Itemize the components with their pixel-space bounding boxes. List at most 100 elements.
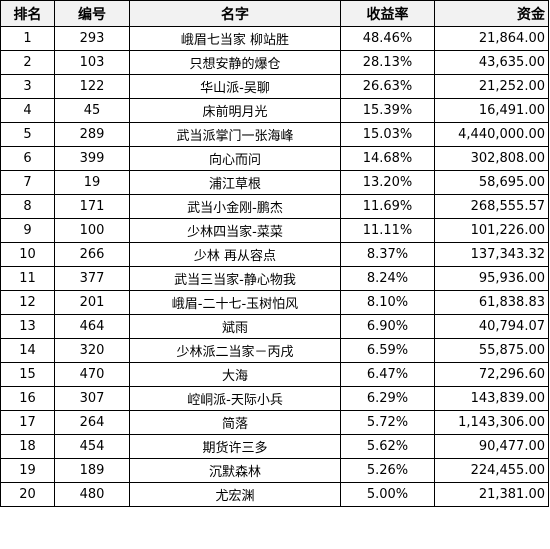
cell-fund: 16,491.00 — [434, 98, 549, 123]
table-row: 4 45 床前明月光 15.39% 16,491.00 — [0, 98, 549, 123]
cell-rank: 7 — [0, 170, 55, 195]
cell-rate: 5.00% — [340, 482, 435, 507]
table-row: 15 470 大海 6.47% 72,296.60 — [0, 362, 549, 387]
cell-rank: 9 — [0, 218, 55, 243]
cell-name: 武当小金刚-鹏杰 — [129, 194, 341, 219]
cell-rank: 13 — [0, 314, 55, 339]
cell-code: 266 — [54, 242, 130, 267]
cell-fund: 72,296.60 — [434, 362, 549, 387]
cell-name: 少林四当家-菜菜 — [129, 218, 341, 243]
header-rate: 收益率 — [340, 0, 435, 27]
cell-rate: 8.10% — [340, 290, 435, 315]
cell-code: 201 — [54, 290, 130, 315]
cell-rate: 11.11% — [340, 218, 435, 243]
cell-rate: 5.62% — [340, 434, 435, 459]
table-row: 2 103 只想安静的爆仓 28.13% 43,635.00 — [0, 50, 549, 75]
cell-name: 峨眉-二十七-玉树怕风 — [129, 290, 341, 315]
cell-fund: 21,381.00 — [434, 482, 549, 507]
cell-code: 307 — [54, 386, 130, 411]
cell-name: 崆峒派-天际小兵 — [129, 386, 341, 411]
cell-code: 289 — [54, 122, 130, 147]
cell-rate: 6.29% — [340, 386, 435, 411]
cell-code: 320 — [54, 338, 130, 363]
cell-fund: 4,440,000.00 — [434, 122, 549, 147]
ranking-table: 排名 编号 名字 收益率 资金 1 293 峨眉七当家 柳站胜 48.46% 21,86… — [0, 0, 549, 507]
header-fund: 资金 — [434, 0, 549, 27]
cell-rank: 2 — [0, 50, 55, 75]
cell-name: 峨眉七当家 柳站胜 — [129, 26, 341, 51]
cell-rank: 10 — [0, 242, 55, 267]
cell-fund: 95,936.00 — [434, 266, 549, 291]
cell-rank: 11 — [0, 266, 55, 291]
cell-fund: 55,875.00 — [434, 338, 549, 363]
cell-fund: 58,695.00 — [434, 170, 549, 195]
table-row: 7 19 浦江草根 13.20% 58,695.00 — [0, 170, 549, 195]
header-rank: 排名 — [0, 0, 55, 27]
cell-fund: 21,252.00 — [434, 74, 549, 99]
table-row: 5 289 武当派掌门一张海峰 15.03% 4,440,000.00 — [0, 122, 549, 147]
table-row: 10 266 少林 再从容点 8.37% 137,343.32 — [0, 242, 549, 267]
cell-fund: 21,864.00 — [434, 26, 549, 51]
cell-name: 沉默森林 — [129, 458, 341, 483]
cell-name: 少林派二当家－丙戌 — [129, 338, 341, 363]
table-row: 14 320 少林派二当家－丙戌 6.59% 55,875.00 — [0, 338, 549, 363]
cell-fund: 268,555.57 — [434, 194, 549, 219]
cell-rate: 15.39% — [340, 98, 435, 123]
table-row: 12 201 峨眉-二十七-玉树怕风 8.10% 61,838.83 — [0, 290, 549, 315]
cell-name: 期货许三多 — [129, 434, 341, 459]
table-row: 13 464 斌雨 6.90% 40,794.07 — [0, 314, 549, 339]
cell-rank: 4 — [0, 98, 55, 123]
cell-fund: 40,794.07 — [434, 314, 549, 339]
cell-name: 尤宏渊 — [129, 482, 341, 507]
cell-fund: 1,143,306.00 — [434, 410, 549, 435]
table-body: 1 293 峨眉七当家 柳站胜 48.46% 21,864.00 2 103 只想安静的爆仓 2… — [0, 26, 549, 507]
cell-code: 480 — [54, 482, 130, 507]
cell-rate: 8.24% — [340, 266, 435, 291]
cell-code: 103 — [54, 50, 130, 75]
table-row: 8 171 武当小金刚-鹏杰 11.69% 268,555.57 — [0, 194, 549, 219]
cell-rank: 1 — [0, 26, 55, 51]
cell-code: 45 — [54, 98, 130, 123]
cell-fund: 61,838.83 — [434, 290, 549, 315]
table-row: 17 264 简落 5.72% 1,143,306.00 — [0, 410, 549, 435]
cell-rank: 14 — [0, 338, 55, 363]
cell-rank: 18 — [0, 434, 55, 459]
cell-name: 武当派掌门一张海峰 — [129, 122, 341, 147]
cell-code: 189 — [54, 458, 130, 483]
cell-fund: 224,455.00 — [434, 458, 549, 483]
cell-rank: 8 — [0, 194, 55, 219]
cell-code: 470 — [54, 362, 130, 387]
cell-name: 简落 — [129, 410, 341, 435]
header-code: 编号 — [54, 0, 130, 27]
cell-fund: 101,226.00 — [434, 218, 549, 243]
cell-name: 只想安静的爆仓 — [129, 50, 341, 75]
cell-rank: 6 — [0, 146, 55, 171]
cell-rate: 11.69% — [340, 194, 435, 219]
cell-rank: 3 — [0, 74, 55, 99]
cell-name: 少林 再从容点 — [129, 242, 341, 267]
cell-rate: 6.59% — [340, 338, 435, 363]
header-name: 名字 — [129, 0, 341, 27]
table-row: 1 293 峨眉七当家 柳站胜 48.46% 21,864.00 — [0, 26, 549, 51]
table-row: 20 480 尤宏渊 5.00% 21,381.00 — [0, 482, 549, 507]
cell-code: 464 — [54, 314, 130, 339]
cell-rate: 6.90% — [340, 314, 435, 339]
cell-rank: 5 — [0, 122, 55, 147]
cell-name: 斌雨 — [129, 314, 341, 339]
cell-code: 293 — [54, 26, 130, 51]
cell-rank: 19 — [0, 458, 55, 483]
cell-fund: 302,808.00 — [434, 146, 549, 171]
cell-code: 264 — [54, 410, 130, 435]
cell-rate: 26.63% — [340, 74, 435, 99]
cell-name: 大海 — [129, 362, 341, 387]
header-row: 排名 编号 名字 收益率 资金 — [0, 0, 549, 27]
cell-code: 377 — [54, 266, 130, 291]
cell-name: 向心而问 — [129, 146, 341, 171]
cell-fund: 137,343.32 — [434, 242, 549, 267]
cell-rate: 5.26% — [340, 458, 435, 483]
cell-code: 100 — [54, 218, 130, 243]
cell-code: 171 — [54, 194, 130, 219]
cell-code: 454 — [54, 434, 130, 459]
cell-code: 399 — [54, 146, 130, 171]
cell-fund: 43,635.00 — [434, 50, 549, 75]
